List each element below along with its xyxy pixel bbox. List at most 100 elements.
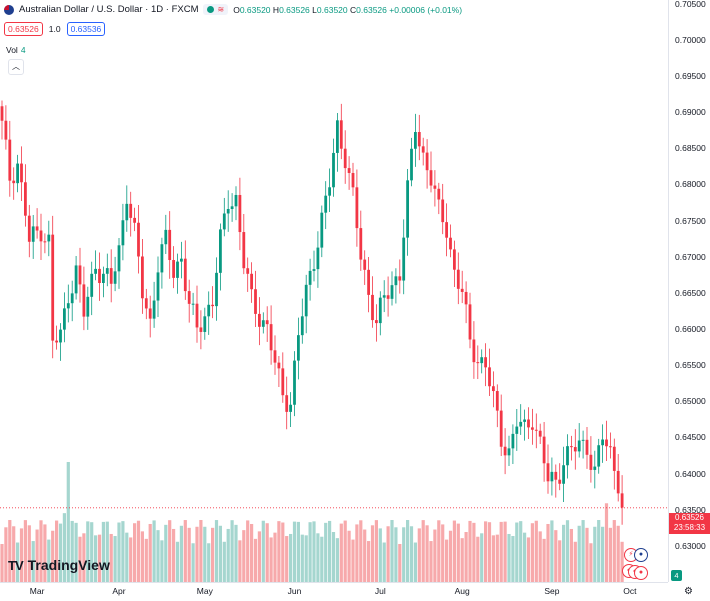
volume-bar — [164, 524, 168, 582]
price-tick-label: 0.64000 — [675, 468, 706, 479]
tradingview-logo[interactable]: TV TradingView — [8, 557, 110, 573]
volume-bar — [620, 541, 624, 582]
volume-bar — [320, 536, 324, 582]
candle-body — [156, 272, 160, 301]
price-chart[interactable] — [0, 0, 668, 582]
candle-body — [55, 340, 58, 343]
candle-body — [78, 265, 82, 285]
volume-bar — [406, 520, 410, 582]
candle-body — [277, 362, 281, 369]
candle-body — [402, 237, 406, 281]
australia-event-flag-icon[interactable]: ● — [634, 548, 648, 562]
buy-button[interactable]: 0.63536 — [66, 22, 106, 36]
volume-bar — [292, 521, 297, 582]
volume-bar — [133, 523, 137, 582]
volume-bar — [144, 538, 148, 582]
volume-bar — [511, 536, 515, 582]
volume-bar — [136, 520, 141, 582]
volume-bar — [507, 533, 511, 582]
candle-body — [421, 146, 425, 153]
candle-body — [355, 187, 359, 229]
candle-body — [164, 229, 168, 245]
candle-body — [261, 320, 265, 327]
tradingview-logo-icon: TV — [8, 557, 24, 573]
us-event-flag-icon[interactable]: ● — [634, 566, 648, 580]
candle-body — [328, 187, 331, 196]
price-tick-label: 0.66500 — [675, 287, 706, 298]
volume-bar — [47, 539, 51, 582]
collapse-legend-button[interactable]: ︿ — [8, 59, 24, 75]
volume-bar — [386, 526, 390, 582]
candle-body — [117, 245, 121, 272]
volume-bar — [199, 520, 203, 582]
volume-bar — [105, 521, 109, 582]
volume-bar — [402, 527, 406, 582]
volume-bar — [203, 526, 207, 582]
time-tick-label: Jul — [374, 586, 386, 596]
volume-bar — [261, 520, 265, 582]
volume-bar — [456, 523, 460, 582]
candle-body — [371, 294, 374, 321]
volume-bar — [593, 526, 597, 582]
volume-bar — [281, 522, 285, 582]
candle-body — [453, 249, 456, 270]
candle-body — [47, 234, 51, 242]
candle-body — [273, 350, 277, 363]
candle-body — [332, 152, 335, 188]
market-status-pill[interactable]: ≋ — [203, 4, 229, 15]
volume-bar — [300, 534, 304, 582]
candle-body — [414, 132, 417, 149]
sell-button[interactable]: 0.63526 — [4, 22, 43, 36]
candle-body — [63, 308, 66, 330]
volume-bar — [565, 520, 570, 582]
candle-body — [460, 288, 464, 292]
candle-body — [609, 446, 612, 448]
volume-bar — [312, 521, 316, 582]
price-tick-label: 0.68500 — [675, 143, 706, 154]
candle-body — [43, 241, 47, 243]
volume-bar — [335, 538, 339, 582]
candle-body — [191, 303, 195, 305]
volume-legend[interactable]: Vol 4 — [6, 45, 26, 55]
volume-bar — [413, 542, 417, 582]
candle-body — [620, 493, 624, 508]
candle-body — [511, 433, 515, 449]
candle-body — [612, 446, 616, 471]
volume-bar — [113, 536, 117, 582]
chart-area[interactable] — [0, 0, 668, 582]
symbol-title[interactable]: Australian Dollar / U.S. Dollar · 1D · F… — [19, 4, 199, 15]
candle-body — [363, 259, 367, 270]
price-tick-label: 0.69500 — [675, 70, 706, 81]
candle-body — [238, 194, 242, 233]
time-axis[interactable]: Mar Apr May Jun Jul Aug Sep Oct — [0, 582, 668, 601]
volume-bar — [238, 540, 242, 582]
candle-body — [581, 439, 585, 441]
volume-bar — [378, 528, 382, 582]
volume-bar — [433, 529, 437, 582]
candle-body — [573, 447, 577, 452]
price-axis[interactable]: 0.70500 0.70000 0.69500 0.69000 0.68500 0.680… — [668, 0, 710, 582]
candle-body — [141, 256, 144, 299]
volume-bar — [374, 520, 378, 582]
volume-bar — [542, 538, 546, 582]
volume-label: Vol — [6, 45, 18, 55]
candle-body — [445, 222, 448, 238]
candle-body — [8, 139, 12, 181]
candle-body — [0, 106, 4, 121]
candle-body — [343, 148, 347, 169]
volume-bar — [289, 533, 293, 582]
price-tick-label: 0.70000 — [675, 34, 706, 45]
volume-bar — [616, 525, 620, 582]
candle-body — [410, 148, 413, 181]
candle-body — [449, 237, 452, 250]
quote-row: 0.63526 1.0 0.63536 — [4, 22, 106, 36]
volume-bar — [577, 525, 581, 582]
volume-bar — [331, 532, 336, 582]
volume-bar — [538, 531, 542, 582]
volume-bar — [608, 527, 612, 582]
volume-bar — [82, 533, 86, 582]
price-tick-label: 0.63500 — [675, 504, 706, 515]
settings-gear-icon[interactable]: ⚙ — [684, 586, 693, 597]
volume-bar — [558, 540, 562, 582]
candle-body — [31, 226, 35, 242]
